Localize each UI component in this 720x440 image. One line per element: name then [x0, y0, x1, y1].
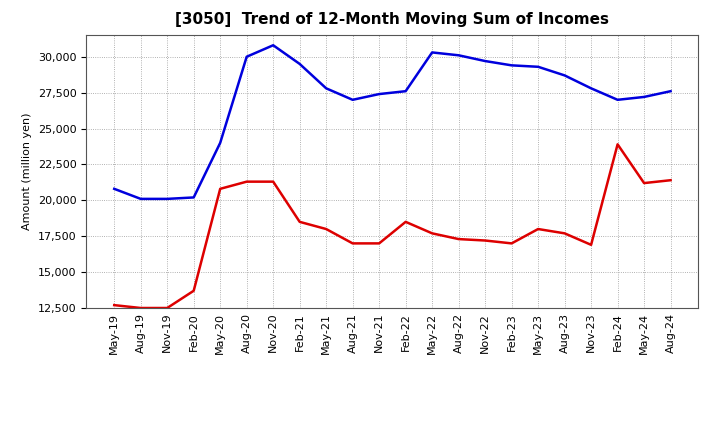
Net Income: [375, 241, 384, 246]
Title: [3050]  Trend of 12-Month Moving Sum of Incomes: [3050] Trend of 12-Month Moving Sum of I…: [176, 12, 609, 27]
Ordinary Income: [243, 54, 251, 59]
Net Income: [428, 231, 436, 236]
Ordinary Income: [110, 186, 119, 191]
Net Income: [401, 219, 410, 224]
Line: Net Income: Net Income: [114, 144, 670, 308]
Net Income: [243, 179, 251, 184]
Net Income: [613, 142, 622, 147]
Net Income: [587, 242, 595, 247]
Y-axis label: Amount (million yen): Amount (million yen): [22, 113, 32, 231]
Net Income: [269, 179, 277, 184]
Net Income: [666, 178, 675, 183]
Ordinary Income: [640, 94, 649, 99]
Ordinary Income: [295, 61, 304, 66]
Ordinary Income: [322, 86, 330, 91]
Net Income: [136, 305, 145, 311]
Ordinary Income: [163, 196, 171, 202]
Ordinary Income: [269, 43, 277, 48]
Net Income: [454, 236, 463, 242]
Line: Ordinary Income: Ordinary Income: [114, 45, 670, 199]
Ordinary Income: [189, 195, 198, 200]
Ordinary Income: [560, 73, 569, 78]
Net Income: [322, 227, 330, 232]
Ordinary Income: [666, 88, 675, 94]
Ordinary Income: [613, 97, 622, 103]
Ordinary Income: [136, 196, 145, 202]
Ordinary Income: [375, 92, 384, 97]
Net Income: [110, 302, 119, 308]
Ordinary Income: [587, 86, 595, 91]
Ordinary Income: [481, 59, 490, 64]
Net Income: [534, 227, 542, 232]
Net Income: [640, 180, 649, 186]
Net Income: [481, 238, 490, 243]
Net Income: [163, 305, 171, 311]
Ordinary Income: [508, 63, 516, 68]
Ordinary Income: [401, 88, 410, 94]
Net Income: [508, 241, 516, 246]
Net Income: [189, 288, 198, 293]
Net Income: [348, 241, 357, 246]
Ordinary Income: [534, 64, 542, 70]
Ordinary Income: [428, 50, 436, 55]
Net Income: [295, 219, 304, 224]
Ordinary Income: [216, 140, 225, 146]
Ordinary Income: [348, 97, 357, 103]
Ordinary Income: [454, 53, 463, 58]
Net Income: [560, 231, 569, 236]
Net Income: [216, 186, 225, 191]
